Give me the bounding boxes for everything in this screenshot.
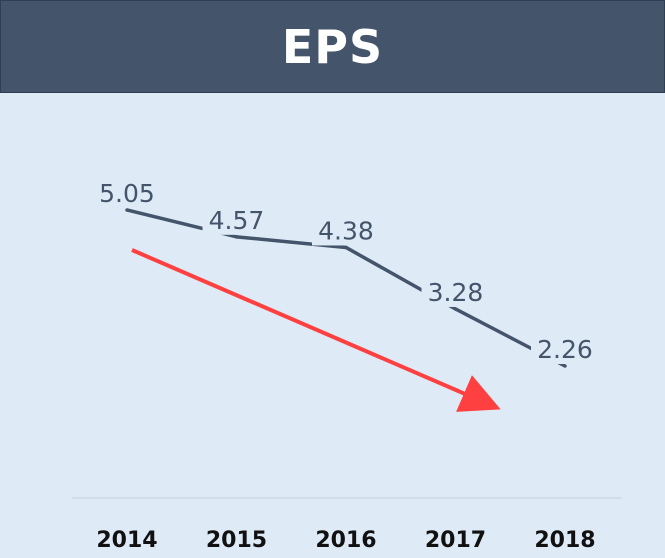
line-segment-2015-2016 (234, 235, 348, 250)
x-tick-label-2018: 2018 (534, 528, 595, 553)
x-tick-layer: 2014 2015 2016 2017 2018 (96, 528, 595, 553)
data-label-2016: 4.38 (318, 216, 374, 245)
chart-title: EPS (281, 19, 384, 74)
data-label-backdrop-2014 (93, 182, 161, 208)
data-label-2015: 4.57 (209, 206, 265, 235)
x-tick-label-2017: 2017 (425, 528, 486, 553)
data-point-2014 (125, 208, 129, 212)
data-label-backdrop-2017 (421, 280, 490, 307)
data-label-2017: 3.28 (428, 278, 484, 307)
x-tick-label-2016: 2016 (315, 528, 376, 553)
data-point-2015 (235, 235, 238, 239)
data-label-layer: 5.05 4.57 4.38 3.28 2.26 (93, 179, 599, 364)
data-label-backdrop-2018 (531, 338, 599, 364)
data-point-2016 (344, 245, 348, 249)
data-point-2018 (563, 364, 567, 368)
data-label-2014: 5.05 (99, 179, 155, 208)
data-point-2017 (454, 307, 457, 311)
downward-trend-arrow (131, 248, 501, 412)
data-label-backdrop-2016 (312, 219, 380, 246)
data-label-2018: 2.26 (537, 335, 593, 364)
x-tick-label-2014: 2014 (96, 528, 157, 553)
x-tick-label-2015: 2015 (206, 528, 267, 553)
data-label-backdrop-2015 (202, 208, 271, 235)
title-bar: EPS (0, 0, 665, 93)
